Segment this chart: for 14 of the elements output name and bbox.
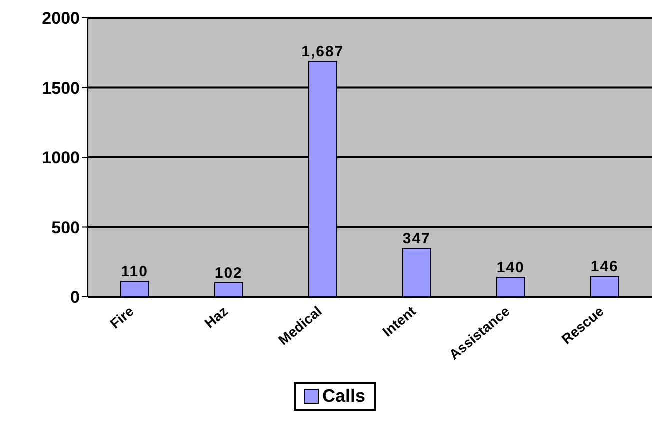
text: 1,687 (302, 44, 344, 61)
text: 146 (590, 258, 619, 276)
text: 110 (121, 264, 148, 281)
y-tick-label: 0 (70, 288, 80, 308)
y-tick-label: 2000 (42, 9, 80, 28)
x-tick-label: Fire (106, 302, 138, 332)
text: 347 (402, 230, 431, 248)
x-tick-label: Haz (202, 303, 231, 332)
y-tick-label: 500 (52, 218, 80, 238)
text: 102 (214, 264, 243, 282)
text: 140 (496, 259, 525, 276)
y-tick-label: 1000 (42, 148, 80, 168)
legend-label: Calls (322, 386, 366, 407)
y-tick-label: 1500 (42, 78, 80, 98)
